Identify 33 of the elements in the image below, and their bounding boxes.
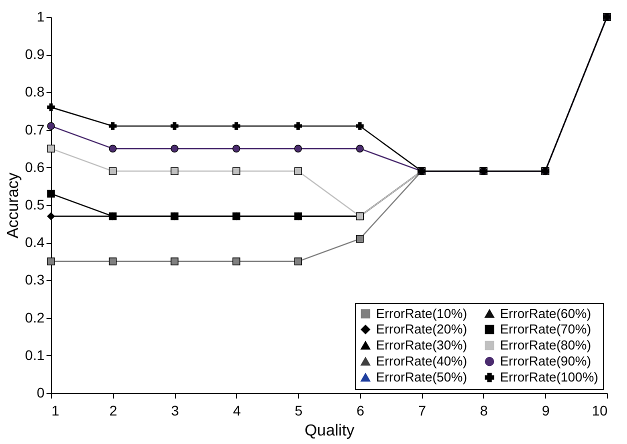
legend-label: ErrorRate(30%) [376,338,468,352]
y-tick-label: 0.7 [25,121,45,138]
x-tick-label: 6 [356,402,364,418]
y-tick-label: 0.8 [25,84,45,100]
y-tick-label: 0 [36,384,45,400]
legend-label: ErrorRate(90%) [500,354,592,368]
y-tick-label: 1 [36,8,45,24]
x-tick-label: 1 [52,402,60,418]
legend-label: ErrorRate(40%) [376,354,468,368]
x-tick-label: 7 [418,402,426,418]
legend-label: ErrorRate(70%) [500,322,592,336]
y-tick-label: 0.3 [25,272,45,288]
x-tick-label: 8 [480,402,488,418]
x-tick-label: 2 [109,402,118,418]
legend-label: ErrorRate(50%) [376,370,468,384]
x-tick-label: 3 [171,402,180,418]
y-tick-label: 0.4 [25,234,45,250]
legend-label: ErrorRate(10%) [376,306,468,321]
y-tick-label: 0.9 [25,46,45,62]
legend-label: ErrorRate(80%) [500,338,592,352]
legend-label: ErrorRate(20%) [376,322,468,336]
y-tick-label: 0.2 [25,309,45,326]
x-axis-title: Quality [304,422,354,440]
x-tick-label: 5 [294,402,303,418]
y-tick-label: 0.1 [25,346,45,363]
x-tick-label: 4 [232,402,241,418]
y-tick-label: 0.5 [25,196,45,212]
legend-label: ErrorRate(60%) [500,306,592,321]
x-tick-label: 9 [542,402,550,418]
y-axis-title: Accuracy [5,172,22,238]
y-tick-label: 0.6 [25,158,45,175]
legend-label: ErrorRate(100%) [500,370,598,384]
x-tick-label: 10 [592,402,608,418]
